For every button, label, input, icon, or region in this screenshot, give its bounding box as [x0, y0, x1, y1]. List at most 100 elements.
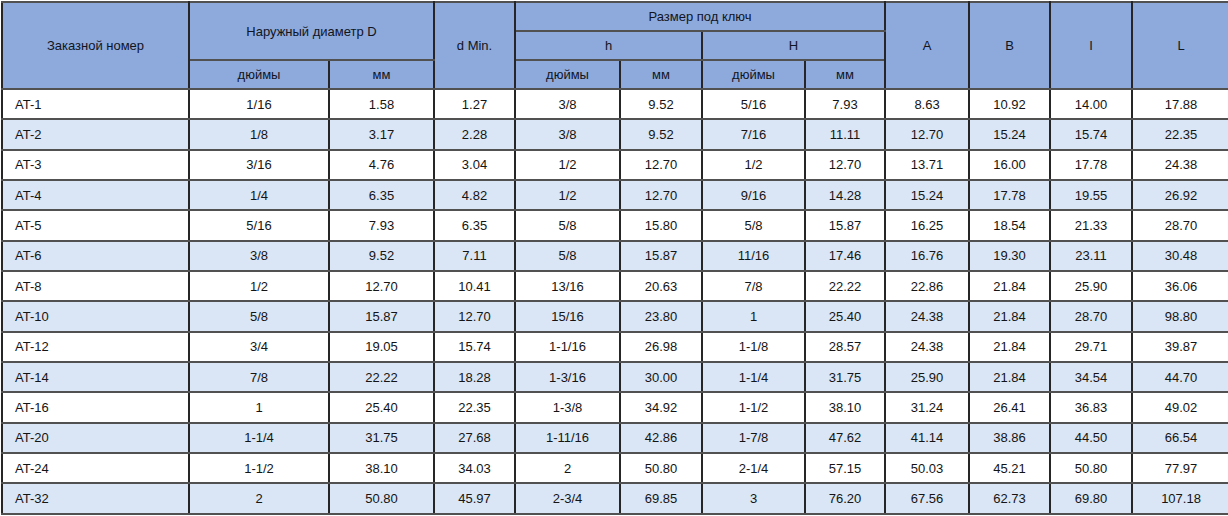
value-cell: 6.35: [329, 180, 434, 210]
header-col-i: I: [1050, 2, 1132, 89]
value-cell: 1/2: [189, 271, 329, 301]
value-cell: 50.03: [885, 453, 969, 483]
order-number-cell: AT-5: [2, 210, 189, 240]
value-cell: 22.35: [434, 392, 515, 422]
value-cell: 1-11/16: [515, 423, 620, 453]
table-row: AT-33/164.763.041/212.701/212.7013.7116.…: [2, 150, 1228, 180]
value-cell: 7.93: [805, 89, 885, 119]
order-number-cell: AT-32: [2, 483, 189, 514]
value-cell: 3.17: [329, 119, 434, 149]
value-cell: 1/4: [189, 180, 329, 210]
value-cell: 26.92: [1132, 180, 1228, 210]
value-cell: 1-1/16: [515, 332, 620, 362]
value-cell: 17.78: [969, 180, 1050, 210]
value-cell: 44.70: [1132, 362, 1228, 392]
value-cell: 41.14: [885, 423, 969, 453]
dimension-table-page: Заказной номер Наружный диаметр D d Min.…: [0, 0, 1228, 516]
header-order-number: Заказной номер: [2, 2, 189, 89]
value-cell: 13.71: [885, 150, 969, 180]
value-cell: 31.24: [885, 392, 969, 422]
value-cell: 12.70: [885, 119, 969, 149]
value-cell: 19.05: [329, 332, 434, 362]
value-cell: 50.80: [620, 453, 702, 483]
value-cell: 34.03: [434, 453, 515, 483]
value-cell: 47.62: [805, 423, 885, 453]
header-unit-mm-h-big: мм: [805, 60, 885, 89]
value-cell: 42.86: [620, 423, 702, 453]
value-cell: 5/8: [515, 210, 620, 240]
table-header: Заказной номер Наружный диаметр D d Min.…: [2, 2, 1228, 89]
value-cell: 3/8: [515, 89, 620, 119]
header-h-big: H: [702, 31, 885, 60]
value-cell: 6.35: [434, 210, 515, 240]
dimension-table: Заказной номер Наружный диаметр D d Min.…: [1, 1, 1228, 515]
value-cell: 3/16: [189, 150, 329, 180]
value-cell: 15/16: [515, 301, 620, 331]
value-cell: 45.21: [969, 453, 1050, 483]
header-col-a: A: [885, 2, 969, 89]
value-cell: 1-3/16: [515, 362, 620, 392]
value-cell: 30.00: [620, 362, 702, 392]
value-cell: 15.87: [805, 210, 885, 240]
value-cell: 28.70: [1132, 210, 1228, 240]
header-unit-inches-h-small: дюймы: [515, 60, 620, 89]
value-cell: 49.02: [1132, 392, 1228, 422]
value-cell: 9.52: [620, 89, 702, 119]
value-cell: 1/2: [515, 180, 620, 210]
value-cell: 17.78: [1050, 150, 1132, 180]
value-cell: 1/2: [702, 150, 805, 180]
table-row: AT-41/46.354.821/212.709/1614.2815.2417.…: [2, 180, 1228, 210]
value-cell: 25.90: [885, 362, 969, 392]
value-cell: 98.80: [1132, 301, 1228, 331]
value-cell: 50.80: [1050, 453, 1132, 483]
value-cell: 16.76: [885, 241, 969, 271]
value-cell: 14.28: [805, 180, 885, 210]
value-cell: 17.46: [805, 241, 885, 271]
value-cell: 16.25: [885, 210, 969, 240]
value-cell: 7/8: [702, 271, 805, 301]
value-cell: 15.87: [620, 241, 702, 271]
value-cell: 12.70: [805, 150, 885, 180]
value-cell: 5/8: [702, 210, 805, 240]
value-cell: 4.76: [329, 150, 434, 180]
value-cell: 4.82: [434, 180, 515, 210]
value-cell: 3/4: [189, 332, 329, 362]
value-cell: 26.98: [620, 332, 702, 362]
value-cell: 1-1/4: [702, 362, 805, 392]
value-cell: 18.54: [969, 210, 1050, 240]
value-cell: 25.40: [805, 301, 885, 331]
value-cell: 2-3/4: [515, 483, 620, 514]
value-cell: 10.92: [969, 89, 1050, 119]
value-cell: 12.70: [620, 150, 702, 180]
value-cell: 1/8: [189, 119, 329, 149]
value-cell: 19.30: [969, 241, 1050, 271]
value-cell: 24.38: [885, 301, 969, 331]
value-cell: 29.71: [1050, 332, 1132, 362]
value-cell: 5/8: [189, 301, 329, 331]
header-d-min: d Min.: [434, 2, 515, 89]
value-cell: 7/16: [702, 119, 805, 149]
value-cell: 5/16: [189, 210, 329, 240]
value-cell: 15.74: [1050, 119, 1132, 149]
order-number-cell: AT-24: [2, 453, 189, 483]
value-cell: 107.18: [1132, 483, 1228, 514]
value-cell: 9.52: [620, 119, 702, 149]
value-cell: 21.33: [1050, 210, 1132, 240]
value-cell: 3/8: [515, 119, 620, 149]
value-cell: 28.70: [1050, 301, 1132, 331]
order-number-cell: AT-20: [2, 423, 189, 453]
value-cell: 12.70: [620, 180, 702, 210]
table-body: AT-11/161.581.273/89.525/167.938.6310.92…: [2, 89, 1228, 514]
value-cell: 77.97: [1132, 453, 1228, 483]
value-cell: 24.38: [885, 332, 969, 362]
value-cell: 27.68: [434, 423, 515, 453]
value-cell: 76.20: [805, 483, 885, 514]
header-unit-inches-d: дюймы: [189, 60, 329, 89]
value-cell: 15.87: [329, 301, 434, 331]
value-cell: 1: [702, 301, 805, 331]
value-cell: 22.22: [805, 271, 885, 301]
value-cell: 1-1/8: [702, 332, 805, 362]
header-outer-diameter-d: Наружный диаметр D: [189, 2, 434, 60]
value-cell: 67.56: [885, 483, 969, 514]
value-cell: 10.41: [434, 271, 515, 301]
